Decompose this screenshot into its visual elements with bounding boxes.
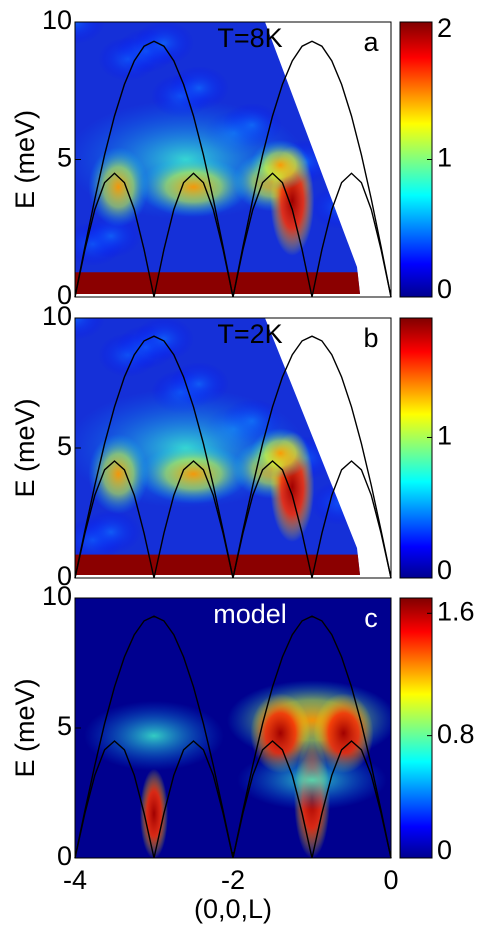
y-tick-label: 0 (57, 561, 72, 591)
intensity-blob (75, 22, 105, 44)
heatmap (75, 598, 391, 858)
intensity-blob (84, 700, 224, 771)
colorbar-tick-label: 1 (437, 421, 452, 451)
y-tick-label: 0 (57, 841, 72, 871)
annotation: T=8K (217, 23, 282, 53)
intensity-blob (134, 22, 194, 65)
panel-label: a (363, 27, 379, 57)
colorbar-tick-label: 2 (437, 13, 452, 43)
colorbar-tick-label: 0.8 (437, 719, 475, 749)
panel-label: b (363, 323, 378, 353)
x-axis-label: (0,0,L) (194, 894, 272, 924)
colorbar-tick-label: 0 (437, 555, 452, 585)
intensity-blob (134, 318, 194, 361)
y-tick-label: 5 (57, 711, 72, 741)
x-tick-label: 0 (383, 865, 398, 895)
elastic-line (75, 554, 360, 575)
intensity-blob (328, 473, 360, 517)
y-tick-label: 10 (42, 301, 72, 331)
elastic-line (75, 272, 360, 294)
colorbar-tick-label: 0 (437, 274, 452, 304)
y-tick-label: 0 (57, 280, 72, 310)
y-tick-label: 10 (42, 5, 72, 35)
intensity-blob (81, 510, 141, 554)
panel-label: c (364, 603, 378, 633)
intensity-blob (250, 428, 311, 479)
annotation: model (213, 599, 287, 629)
y-axis-label: E (meV) (10, 110, 40, 209)
annotation: T=2K (217, 319, 282, 349)
colorbar (399, 317, 433, 579)
y-tick-label: 5 (57, 431, 72, 461)
intensity-blob (169, 66, 229, 110)
intensity-blob (138, 444, 249, 504)
colorbar-tick-label: 1 (437, 143, 452, 173)
panel: 0 5 10 -4 -2 0 (0,0,L) E (meV) model c 0 0.8 1.6 (10, 581, 474, 924)
y-axis-label: E (meV) (10, 398, 40, 497)
y-tick-label: 5 (57, 143, 72, 173)
y-tick-label: 10 (42, 581, 72, 611)
panel: 0 5 10 E (meV) T=8K a 0 1 2 (10, 5, 452, 310)
y-axis-label: E (meV) (10, 678, 40, 777)
colorbar (399, 597, 433, 859)
panel: 0 5 10 E (meV) T=2K b 0 1 (10, 301, 452, 591)
intensity-blob (138, 157, 249, 217)
x-tick-label: -2 (221, 865, 245, 895)
intensity-blob (310, 185, 360, 229)
intensity-blob (310, 481, 360, 525)
intensity-blob (328, 177, 360, 221)
intensity-blob (140, 768, 168, 858)
intensity-blob (237, 750, 387, 810)
x-tick-label: -4 (63, 865, 87, 895)
colorbar-tick-label: 1.6 (437, 596, 475, 626)
intensity-blob (250, 140, 311, 190)
colorbar-tick-label: 0 (437, 835, 452, 865)
intensity-blob (75, 318, 105, 340)
